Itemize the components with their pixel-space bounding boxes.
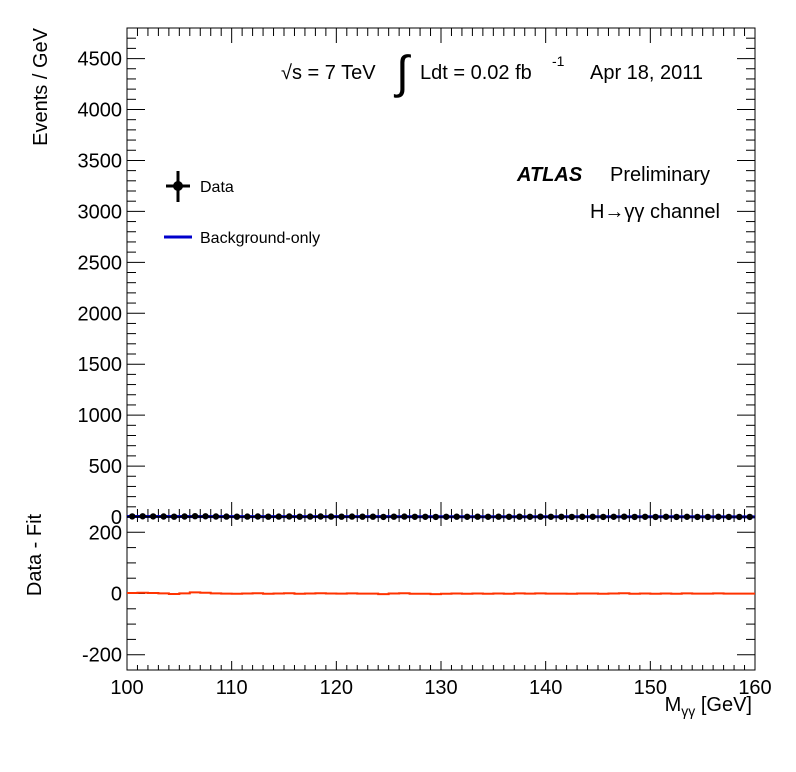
lumi-label: Ldt = 0.02 fb (420, 62, 532, 84)
ratio-plot-panel: -200 0 200 100 110 120 130 140 150 160 (82, 516, 772, 699)
x-axis-title-main: M (665, 694, 682, 716)
preliminary-label: Preliminary (610, 164, 710, 186)
x-tick-label: 150 (634, 677, 667, 699)
data-point (200, 513, 211, 520)
data-point (315, 513, 326, 520)
data-point-marker (129, 513, 136, 520)
ratio-y-tick-label: -200 (82, 645, 122, 667)
data-minus-fit-step (127, 591, 755, 596)
data-point (137, 513, 148, 520)
integral-sign: ∫ (393, 46, 411, 98)
data-point-marker (191, 512, 199, 520)
x-axis-title-subscript: γγ (681, 703, 695, 719)
main-y-tick-label: 1500 (78, 354, 123, 376)
main-y-tick-labels: 0 500 1000 1500 2000 2500 3000 3500 4000 4500 (78, 49, 123, 529)
x-axis-title: Mγγ [GeV] (665, 694, 752, 719)
data-point-marker (286, 513, 293, 520)
atlas-label: ATLAS (516, 164, 583, 186)
x-tick-label: 100 (110, 677, 143, 699)
legend-data-label: Data (200, 179, 234, 196)
main-y-tick-label: 2500 (78, 252, 123, 274)
data-point-marker (139, 513, 146, 520)
legend-data-marker (166, 171, 190, 202)
main-y-tick-label: 3500 (78, 150, 123, 172)
main-y-tick-label: 4000 (78, 100, 123, 122)
main-y-tick-label: 3000 (78, 201, 123, 223)
main-y-tick-label: 2000 (78, 303, 123, 325)
ratio-y-tick-labels: -200 0 200 (82, 522, 122, 666)
x-tick-labels: 100 110 120 130 140 150 160 (110, 677, 771, 699)
data-point-marker (212, 513, 220, 520)
x-axis-title-unit: [GeV] (695, 694, 752, 716)
energy-label: √s = 7 TeV (281, 62, 376, 84)
main-y-tick-label: 4500 (78, 49, 123, 71)
lumi-exponent: -1 (552, 53, 565, 69)
legend-background-label: Background-only (200, 230, 320, 247)
x-tick-label: 140 (529, 677, 562, 699)
channel-label: H→γγ channel (590, 201, 720, 223)
x-tick-label: 110 (216, 677, 248, 699)
data-point-marker (254, 513, 262, 520)
data-point-marker (317, 513, 324, 520)
main-y-tick-label: 0 (111, 507, 122, 529)
data-point (158, 513, 169, 520)
data-point (127, 513, 138, 520)
main-y-tick-label: 1000 (78, 405, 123, 427)
legend: Data Background-only (164, 171, 320, 247)
data-point-marker (160, 513, 167, 520)
x-tick-label: 130 (424, 677, 457, 699)
main-y-tick-label: 500 (89, 456, 122, 478)
date-label: Apr 18, 2011 (590, 62, 703, 84)
main-y-axis-title: Events / GeV (30, 27, 52, 145)
data-point-marker (181, 513, 188, 520)
data-point (210, 513, 222, 520)
ratio-y-tick-label: 0 (111, 584, 122, 606)
x-tick-label: 120 (320, 677, 353, 699)
x-tick-label: 160 (738, 677, 771, 699)
data-minus-fit-line (127, 591, 755, 596)
ratio-y-axis-title: Data - Fit (24, 513, 46, 596)
data-point-marker (149, 513, 157, 520)
ratio-y-tick-label: 200 (89, 522, 122, 544)
data-point-marker (202, 513, 209, 520)
data-point (189, 512, 201, 520)
